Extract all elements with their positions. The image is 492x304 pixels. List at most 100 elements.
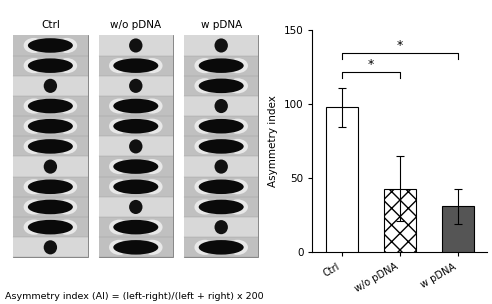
Ellipse shape <box>28 58 73 73</box>
Ellipse shape <box>56 139 77 154</box>
FancyBboxPatch shape <box>13 217 88 237</box>
Ellipse shape <box>215 160 228 174</box>
FancyBboxPatch shape <box>184 136 258 157</box>
FancyBboxPatch shape <box>98 35 173 56</box>
FancyBboxPatch shape <box>98 217 173 237</box>
Ellipse shape <box>194 78 215 93</box>
Ellipse shape <box>56 179 77 194</box>
Ellipse shape <box>28 119 73 133</box>
FancyBboxPatch shape <box>184 197 258 217</box>
Ellipse shape <box>194 240 215 255</box>
Ellipse shape <box>199 78 244 93</box>
FancyBboxPatch shape <box>184 237 258 257</box>
Ellipse shape <box>28 179 73 194</box>
FancyBboxPatch shape <box>13 116 88 136</box>
FancyBboxPatch shape <box>184 56 258 76</box>
Ellipse shape <box>113 99 158 113</box>
Text: w/o pDNA: w/o pDNA <box>110 20 161 30</box>
Ellipse shape <box>142 240 162 255</box>
FancyBboxPatch shape <box>98 56 173 76</box>
Ellipse shape <box>194 58 215 73</box>
Ellipse shape <box>113 159 158 174</box>
FancyBboxPatch shape <box>13 56 88 76</box>
FancyBboxPatch shape <box>13 35 88 257</box>
FancyBboxPatch shape <box>98 157 173 177</box>
Ellipse shape <box>109 179 130 194</box>
Ellipse shape <box>227 179 248 194</box>
Ellipse shape <box>56 219 77 235</box>
Ellipse shape <box>24 38 44 53</box>
Ellipse shape <box>194 199 215 215</box>
Ellipse shape <box>129 139 143 154</box>
FancyBboxPatch shape <box>13 157 88 177</box>
Ellipse shape <box>215 38 228 53</box>
FancyBboxPatch shape <box>13 177 88 197</box>
Bar <box>442 206 474 252</box>
Bar <box>384 189 416 252</box>
Ellipse shape <box>199 179 244 194</box>
Y-axis label: Asymmetry index: Asymmetry index <box>268 95 278 187</box>
Ellipse shape <box>109 119 130 134</box>
FancyBboxPatch shape <box>13 197 88 217</box>
Ellipse shape <box>109 219 130 235</box>
Ellipse shape <box>227 119 248 134</box>
Ellipse shape <box>28 220 73 234</box>
Ellipse shape <box>28 38 73 53</box>
FancyBboxPatch shape <box>98 76 173 96</box>
FancyBboxPatch shape <box>13 237 88 257</box>
Bar <box>326 107 358 252</box>
FancyBboxPatch shape <box>184 76 258 96</box>
Ellipse shape <box>142 58 162 73</box>
Ellipse shape <box>24 199 44 215</box>
Ellipse shape <box>24 58 44 73</box>
Ellipse shape <box>199 139 244 154</box>
Ellipse shape <box>129 200 143 214</box>
FancyBboxPatch shape <box>184 35 258 257</box>
Ellipse shape <box>113 179 158 194</box>
Ellipse shape <box>56 38 77 53</box>
Text: *: * <box>368 58 374 71</box>
Ellipse shape <box>109 98 130 114</box>
Ellipse shape <box>56 58 77 73</box>
FancyBboxPatch shape <box>184 157 258 177</box>
Ellipse shape <box>44 160 57 174</box>
FancyBboxPatch shape <box>13 35 88 56</box>
Ellipse shape <box>142 219 162 235</box>
Ellipse shape <box>199 200 244 214</box>
FancyBboxPatch shape <box>13 96 88 116</box>
Ellipse shape <box>24 139 44 154</box>
FancyBboxPatch shape <box>184 35 258 56</box>
FancyBboxPatch shape <box>184 116 258 136</box>
Text: Ctrl: Ctrl <box>41 20 60 30</box>
Ellipse shape <box>227 199 248 215</box>
Ellipse shape <box>215 220 228 234</box>
Ellipse shape <box>28 99 73 113</box>
Ellipse shape <box>142 98 162 114</box>
Ellipse shape <box>24 98 44 114</box>
FancyBboxPatch shape <box>184 96 258 116</box>
Ellipse shape <box>194 179 215 194</box>
Ellipse shape <box>129 38 143 53</box>
FancyBboxPatch shape <box>98 116 173 136</box>
Ellipse shape <box>109 58 130 73</box>
Ellipse shape <box>199 58 244 73</box>
Ellipse shape <box>56 199 77 215</box>
Ellipse shape <box>113 220 158 234</box>
Ellipse shape <box>129 79 143 93</box>
Ellipse shape <box>24 119 44 134</box>
Ellipse shape <box>56 98 77 114</box>
FancyBboxPatch shape <box>98 177 173 197</box>
Ellipse shape <box>227 240 248 255</box>
Ellipse shape <box>113 58 158 73</box>
Ellipse shape <box>113 240 158 255</box>
FancyBboxPatch shape <box>184 177 258 197</box>
Ellipse shape <box>44 240 57 254</box>
Ellipse shape <box>56 119 77 134</box>
Text: w pDNA: w pDNA <box>201 20 242 30</box>
Ellipse shape <box>28 200 73 214</box>
FancyBboxPatch shape <box>13 76 88 96</box>
Ellipse shape <box>109 159 130 174</box>
Ellipse shape <box>142 159 162 174</box>
Ellipse shape <box>227 78 248 93</box>
Ellipse shape <box>28 139 73 154</box>
